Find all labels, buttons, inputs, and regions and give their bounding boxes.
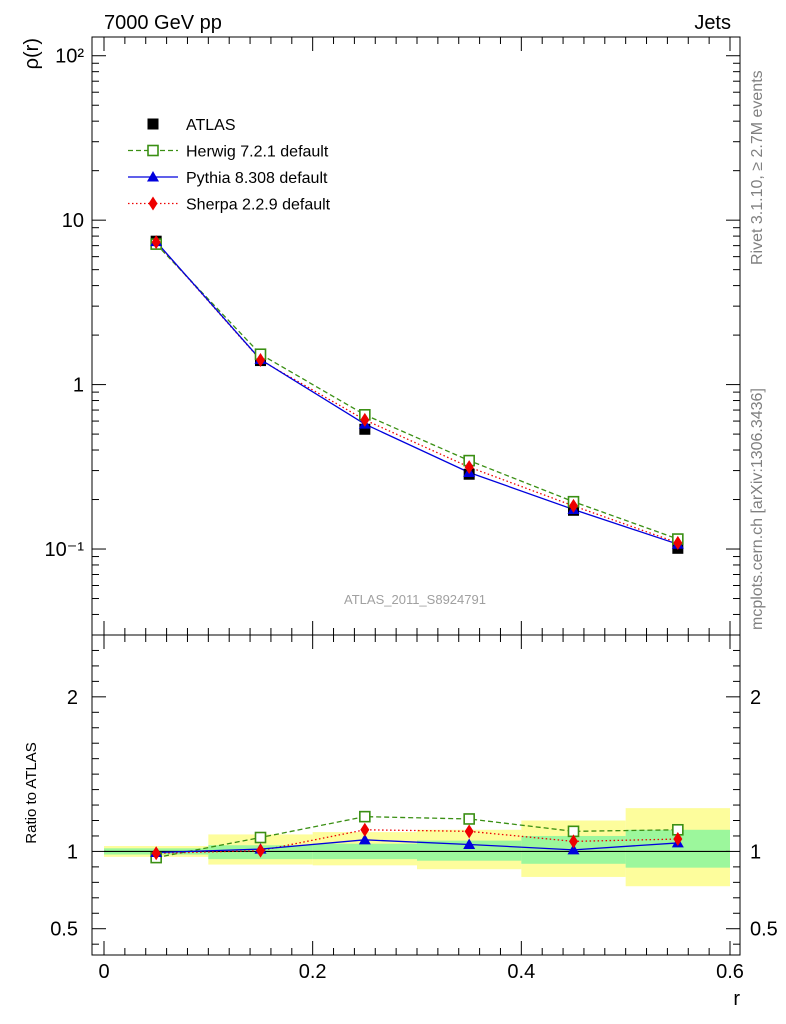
main-point-atlas <box>359 423 371 435</box>
ratio-point-sherpa-2-2-9-default <box>569 834 578 849</box>
ratio-frame <box>91 634 741 956</box>
legend-marker-sherpa-2-2-9-default <box>148 196 158 211</box>
main-ylabel: ρ(r) <box>21 38 43 69</box>
ratio-y-tick-label: 0.5 <box>50 919 78 941</box>
category-label: Jets <box>694 12 731 34</box>
main-y-tick-label: 1 <box>73 375 84 397</box>
ratio-point-pythia-8-308-default <box>358 833 371 845</box>
main-y-ticks: 10⁻¹ 1 10 10² <box>45 37 740 636</box>
ratio-x-tick-label: 0.2 <box>299 961 327 983</box>
ratio-y-tick-label-right: 2 <box>750 687 761 709</box>
main-point-sherpa-2-2-9-default <box>360 412 370 427</box>
ratio-line-sherpa-2-2-9-default <box>156 829 678 854</box>
main-y-tick-label: 10⁻¹ <box>45 539 85 561</box>
ratio-marks <box>150 810 684 864</box>
ratio-point-herwig-7-2-1-default <box>254 831 267 844</box>
main-marks <box>150 235 684 554</box>
ratio-point-pythia-8-308-default <box>567 843 580 855</box>
rivet-label: Rivet 3.1.10, ≥ 2.7M events <box>749 70 766 265</box>
main-line-herwig-7-2-1-default <box>155 243 679 540</box>
main-point-sherpa-2-2-9-default <box>464 460 474 475</box>
legend-marker-herwig-7-2-1-default <box>147 144 159 157</box>
mcplots-label: mcplots.cern.ch [arXiv:1306.3436] <box>749 388 766 630</box>
ratio-x-tick-label: 0.6 <box>716 961 744 983</box>
ratio-point-sherpa-2-2-9-default <box>673 832 683 847</box>
legend-label-herwig-7-2-1-default: Herwig 7.2.1 default <box>186 144 329 161</box>
ratio-point-sherpa-2-2-9-default <box>360 822 370 837</box>
legend-label-atlas: ATLAS <box>186 117 236 134</box>
ratio-ylabel: Ratio to ATLAS <box>23 742 40 843</box>
main-line-pythia-8-308-default <box>155 241 679 545</box>
main-point-sherpa-2-2-9-default <box>673 535 683 550</box>
ratio-y-tick-label: 2 <box>67 687 78 709</box>
main-point-sherpa-2-2-9-default <box>151 235 161 250</box>
main-point-sherpa-2-2-9-default <box>256 353 265 368</box>
ratio-line-herwig-7-2-1-default <box>156 815 678 859</box>
energy-label: 7000 GeV pp <box>104 12 222 34</box>
main-line-sherpa-2-2-9-default <box>155 241 679 544</box>
ratio-panel: 0.5 0.5 1 1 2 2 0 0.2 0.4 0.6 Ratio to ATLAS r <box>23 634 778 1010</box>
ratio-point-sherpa-2-2-9-default <box>464 824 474 839</box>
main-point-sherpa-2-2-9-default <box>569 498 578 513</box>
main-y-tick-label: 10² <box>55 46 84 68</box>
legend: ATLAS Herwig 7.2.1 default Pythia 8.308 de… <box>128 117 331 214</box>
analysis-label: ATLAS_2011_S8924791 <box>344 592 486 607</box>
ratio-point-herwig-7-2-1-default <box>463 813 475 825</box>
ratio-bands <box>104 808 730 887</box>
ratio-y-tick-label-right: 0.5 <box>750 919 778 941</box>
main-y-tick-label: 10 <box>62 210 84 232</box>
legend-label-pythia-8-308-default: Pythia 8.308 default <box>186 170 328 187</box>
x-axis-label: r <box>733 988 740 1010</box>
legend-marker-atlas <box>147 118 159 130</box>
legend-label-sherpa-2-2-9-default: Sherpa 2.2.9 default <box>186 197 331 214</box>
ratio-point-sherpa-2-2-9-default <box>151 846 161 861</box>
ratio-ticks: 0.5 0.5 1 1 2 2 0 0.2 0.4 0.6 <box>50 635 778 983</box>
ratio-line-pythia-8-308-default <box>156 839 678 854</box>
ratio-point-sherpa-2-2-9-default <box>256 843 265 858</box>
legend-marker-pythia-8-308-default <box>147 171 159 182</box>
ratio-x-tick-label: 0 <box>98 961 109 983</box>
ratio-y-tick-label: 1 <box>67 841 78 863</box>
ratio-x-tick-label: 0.4 <box>507 961 535 983</box>
ratio-point-herwig-7-2-1-default <box>359 810 371 823</box>
ratio-point-pythia-8-308-default <box>463 838 476 849</box>
main-panel: 10⁻¹ 1 10 10² ρ(r) ATLAS Herwig 7.2.1 defaul… <box>21 36 741 636</box>
ratio-y-tick-label-right: 1 <box>750 841 761 863</box>
